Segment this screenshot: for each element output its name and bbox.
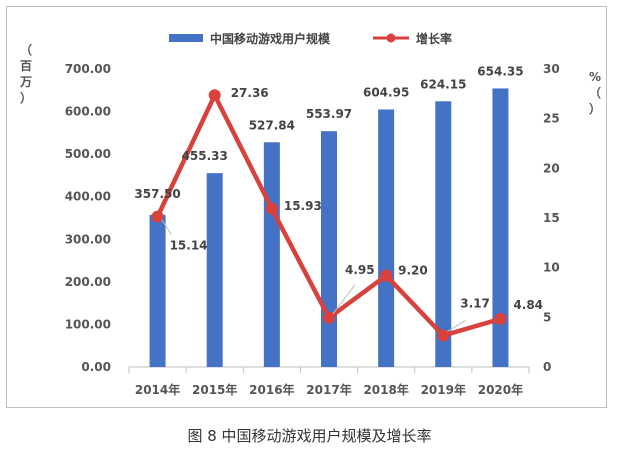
- y-right-tick-label: 25: [543, 112, 560, 126]
- growth-value-label: 9.20: [398, 264, 428, 278]
- bar: [263, 142, 280, 367]
- legend-line-marker: [386, 33, 396, 43]
- chart-svg: 中国移动游戏用户规模 增长率 0.00 100.00 200.00 300.00 400.0…: [19, 31, 601, 397]
- y-right-unit-char: （: [589, 85, 601, 100]
- x-tick-label: 2017年: [306, 382, 351, 397]
- bar-value-label: 357.50: [134, 187, 180, 201]
- bar: [206, 173, 223, 367]
- y-left-unit-char: ）: [20, 90, 32, 105]
- x-tick-label: 2016年: [249, 382, 294, 397]
- y-left-unit-char: （: [20, 42, 32, 57]
- bar: [378, 109, 395, 367]
- legend-bar-swatch: [169, 34, 203, 42]
- growth-point: [265, 202, 278, 215]
- y-left-tick-label: 600.00: [65, 105, 111, 119]
- y-right-unit-char: %: [589, 70, 601, 84]
- y-right-tick-label: 0: [543, 360, 551, 374]
- x-tick-label: 2015年: [192, 382, 237, 397]
- y-right-unit-char: ）: [589, 101, 601, 116]
- y-left-tick-label: 700.00: [65, 62, 111, 76]
- bar-value-label: 624.15: [420, 77, 466, 91]
- bar-value-label: 455.33: [182, 149, 228, 163]
- bar: [321, 131, 337, 367]
- bar-value-label: 604.95: [363, 85, 409, 99]
- bar-value-label: 654.35: [477, 64, 523, 78]
- bar-value-label: 527.84: [249, 118, 295, 132]
- growth-value-label: 15.14: [170, 239, 208, 253]
- y-right-tick-label: 30: [543, 62, 560, 76]
- figure-caption: 图 8 中国移动游戏用户规模及增长率: [187, 427, 432, 445]
- x-tick-label: 2020年: [478, 382, 523, 397]
- y-left-tick-label: 200.00: [65, 275, 111, 289]
- data-label-leader-line: [332, 284, 356, 315]
- y-left-tick-label: 400.00: [65, 190, 111, 204]
- growth-value-label: 15.93: [284, 199, 322, 213]
- x-tick-label: 2019年: [421, 382, 466, 397]
- y-left-tick-label: 500.00: [65, 147, 111, 161]
- y-right-tick-label: 10: [543, 261, 560, 275]
- y-left-tick-label: 0.00: [81, 360, 111, 374]
- y-left-unit-char: 百: [20, 59, 32, 73]
- y-right-tick-label: 5: [543, 310, 551, 324]
- growth-point: [151, 210, 164, 223]
- data-label-leader-line: [447, 320, 466, 332]
- x-tick-label: 2014年: [135, 382, 180, 397]
- y-right-tick-label: 20: [543, 161, 560, 175]
- bar: [149, 214, 166, 367]
- growth-value-label: 4.95: [345, 263, 375, 277]
- y-right-tick-label: 15: [543, 211, 560, 225]
- bar-value-label: 553.97: [306, 107, 352, 121]
- x-tick-label: 2018年: [363, 382, 408, 397]
- legend-bar-label: 中国移动游戏用户规模: [210, 31, 331, 46]
- growth-point: [380, 269, 393, 282]
- y-left-unit-char: 万: [19, 75, 32, 89]
- growth-value-label: 27.36: [231, 86, 269, 100]
- growth-point: [494, 312, 507, 325]
- growth-point: [437, 329, 450, 342]
- growth-point: [208, 89, 221, 102]
- growth-value-label: 4.84: [513, 298, 543, 312]
- bar: [492, 88, 509, 367]
- bar: [435, 101, 452, 367]
- chart-frame: 中国移动游戏用户规模 增长率 0.00 100.00 200.00 300.00 400.0…: [6, 6, 607, 408]
- legend-line-label: 增长率: [416, 31, 452, 46]
- growth-value-label: 3.17: [460, 297, 490, 311]
- y-left-tick-label: 100.00: [65, 317, 111, 331]
- growth-point: [323, 311, 335, 324]
- y-left-tick-label: 300.00: [65, 232, 111, 246]
- data-label-leader-line: [161, 219, 172, 235]
